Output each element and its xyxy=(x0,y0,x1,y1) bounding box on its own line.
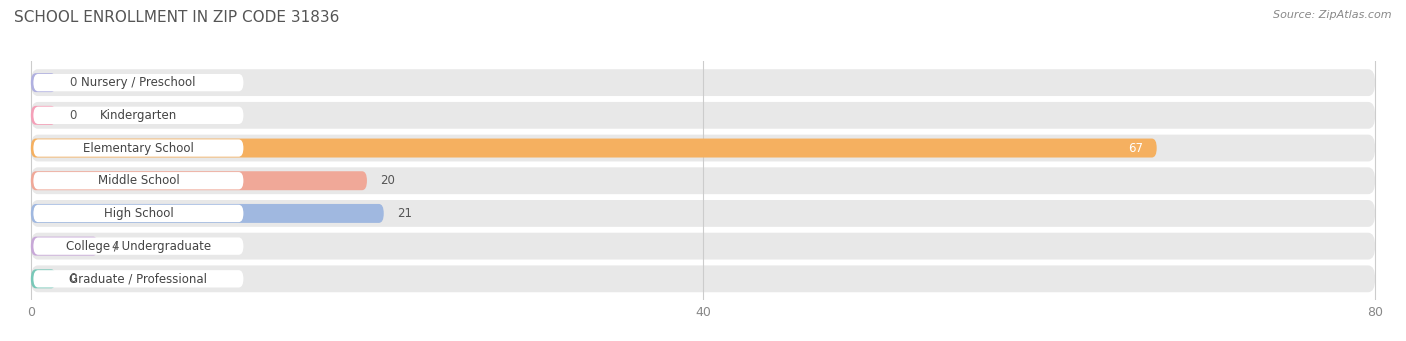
FancyBboxPatch shape xyxy=(31,200,1375,227)
Text: Graduate / Professional: Graduate / Professional xyxy=(69,272,208,285)
Text: College / Undergraduate: College / Undergraduate xyxy=(66,240,211,253)
Text: Middle School: Middle School xyxy=(97,174,180,187)
FancyBboxPatch shape xyxy=(34,107,243,124)
FancyBboxPatch shape xyxy=(34,237,243,255)
Text: Nursery / Preschool: Nursery / Preschool xyxy=(82,76,195,89)
Text: 0: 0 xyxy=(69,109,77,122)
FancyBboxPatch shape xyxy=(31,69,1375,96)
FancyBboxPatch shape xyxy=(34,205,243,222)
FancyBboxPatch shape xyxy=(34,172,243,189)
Text: Kindergarten: Kindergarten xyxy=(100,109,177,122)
FancyBboxPatch shape xyxy=(31,233,1375,260)
FancyBboxPatch shape xyxy=(31,265,1375,292)
FancyBboxPatch shape xyxy=(34,74,243,91)
Text: 0: 0 xyxy=(69,76,77,89)
FancyBboxPatch shape xyxy=(31,167,1375,194)
Text: Source: ZipAtlas.com: Source: ZipAtlas.com xyxy=(1274,10,1392,20)
Text: High School: High School xyxy=(104,207,173,220)
Text: 21: 21 xyxy=(396,207,412,220)
FancyBboxPatch shape xyxy=(31,135,1375,161)
FancyBboxPatch shape xyxy=(31,204,384,223)
FancyBboxPatch shape xyxy=(31,237,98,256)
FancyBboxPatch shape xyxy=(31,73,56,92)
FancyBboxPatch shape xyxy=(31,102,1375,129)
FancyBboxPatch shape xyxy=(34,270,243,287)
Text: 20: 20 xyxy=(381,174,395,187)
Text: 4: 4 xyxy=(111,240,120,253)
Text: SCHOOL ENROLLMENT IN ZIP CODE 31836: SCHOOL ENROLLMENT IN ZIP CODE 31836 xyxy=(14,10,339,25)
FancyBboxPatch shape xyxy=(31,171,367,190)
Text: 67: 67 xyxy=(1128,142,1143,154)
Text: 0: 0 xyxy=(69,272,77,285)
FancyBboxPatch shape xyxy=(31,269,56,288)
FancyBboxPatch shape xyxy=(31,106,56,125)
FancyBboxPatch shape xyxy=(34,139,243,157)
Text: Elementary School: Elementary School xyxy=(83,142,194,154)
FancyBboxPatch shape xyxy=(31,138,1157,158)
